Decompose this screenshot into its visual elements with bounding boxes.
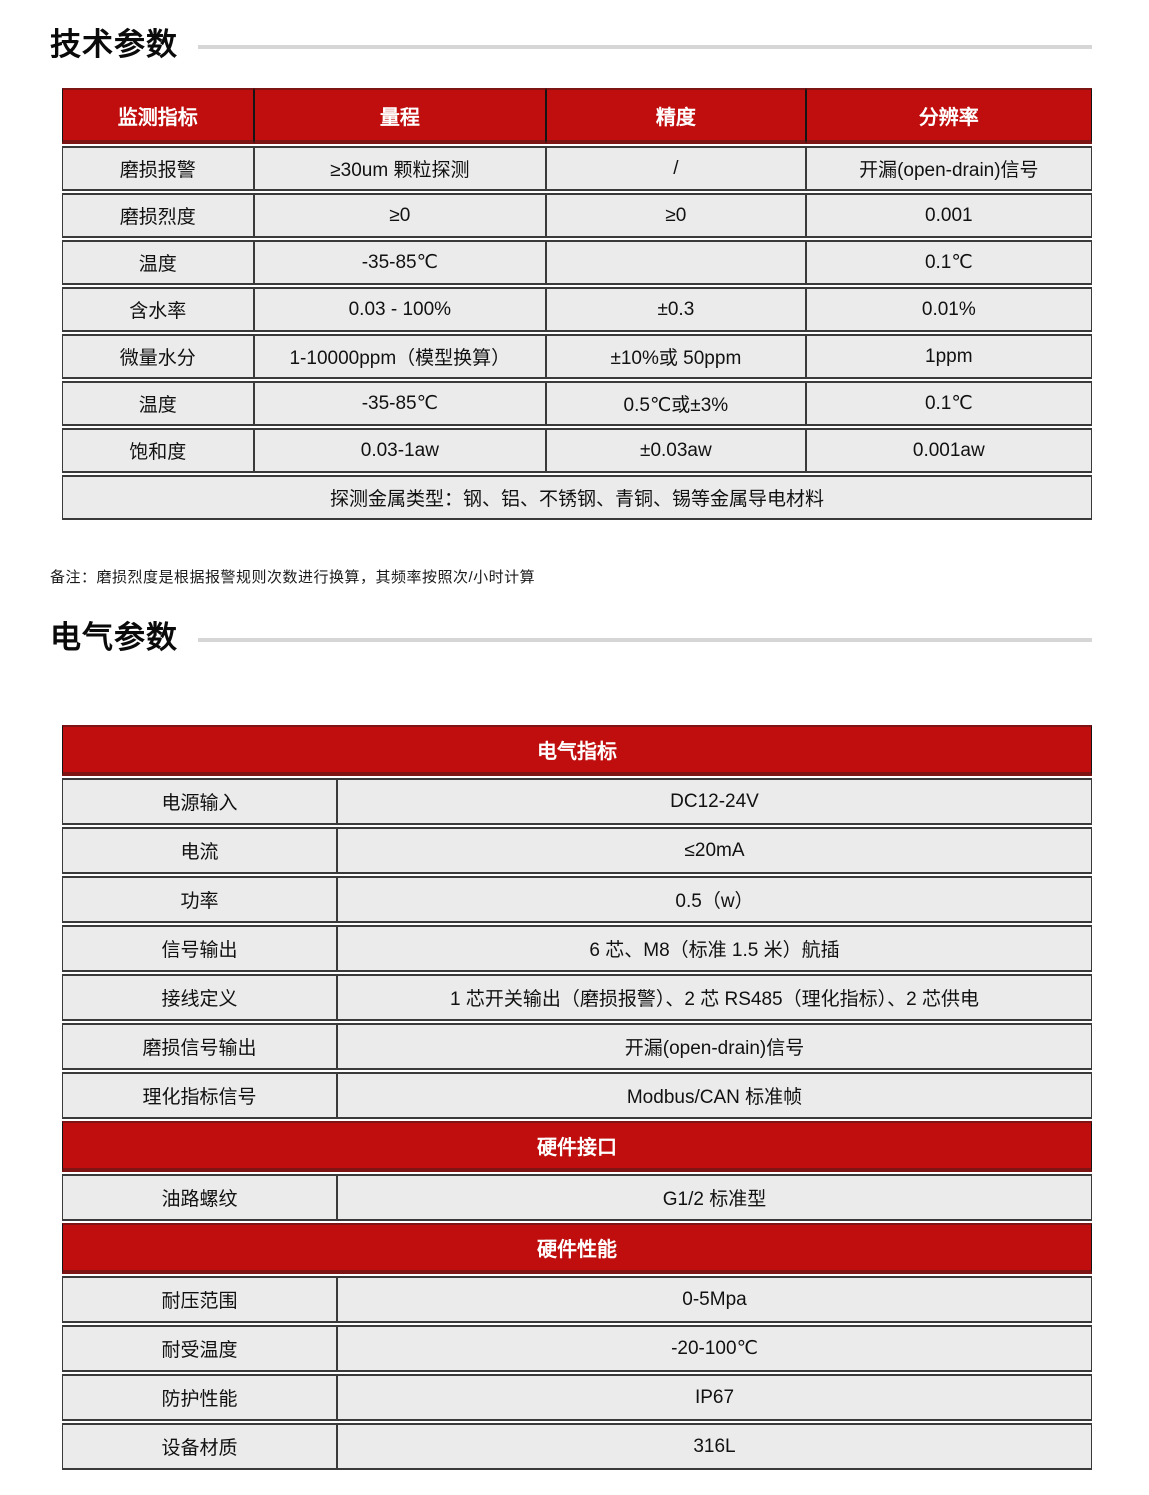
row-value: 0.5（w） [337,876,1092,923]
row-value: 6 芯、M8（标准 1.5 米）航插 [337,925,1092,972]
table-row: 温度 -35-85℃ 0.5℃或±3% 0.1℃ [62,381,1092,426]
row-value: 开漏(open-drain)信号 [337,1023,1092,1070]
hardware-performance-band-row: 硬件性能 [62,1223,1092,1274]
table-row: 功率 0.5（w） [62,876,1092,923]
table-cell: 温度 [62,381,254,426]
row-value: ≤20mA [337,827,1092,874]
table-cell: 0.001 [805,193,1092,238]
table-cell: 开漏(open-drain)信号 [805,146,1092,191]
table-row: 磨损信号输出 开漏(open-drain)信号 [62,1023,1092,1070]
title-rule [198,45,1092,49]
electrical-spec-table: 电气指标 电源输入 DC12-24V 电流 ≤20mA 功率 0.5（w） 信号… [62,723,1092,1472]
table-row: 耐压范围 0-5Mpa [62,1276,1092,1323]
row-label: 耐受温度 [62,1325,337,1372]
table-cell: 饱和度 [62,428,254,473]
table-cell: 温度 [62,240,254,285]
table-row: 微量水分 1-10000ppm（模型换算） ±10%或 50ppm 1ppm [62,334,1092,379]
table-cell: 磨损烈度 [62,193,254,238]
table-cell: / [546,146,806,191]
col-header-precision: 精度 [546,88,806,144]
table-row: 温度 -35-85℃ 0.1℃ [62,240,1092,285]
row-value: DC12-24V [337,778,1092,825]
row-value: 0-5Mpa [337,1276,1092,1323]
col-header-resolution: 分辨率 [805,88,1092,144]
table-cell [546,240,806,285]
row-value: -20-100℃ [337,1325,1092,1372]
table-cell: 微量水分 [62,334,254,379]
table-cell: 0.03-1aw [253,428,547,473]
title-rule [198,638,1092,642]
table-row: 油路螺纹 G1/2 标准型 [62,1174,1092,1221]
electrical-band-row: 电气指标 [62,725,1092,776]
row-value: 1 芯开关输出（磨损报警）、2 芯 RS485（理化指标）、2 芯供电 [337,974,1092,1021]
electrical-section-header: 电气参数 [50,617,1092,659]
table-cell: ±10%或 50ppm [546,334,806,379]
row-label: 设备材质 [62,1423,337,1470]
table-cell: ±0.03aw [546,428,806,473]
row-label: 接线定义 [62,974,337,1021]
table-row: 设备材质 316L [62,1423,1092,1470]
table-cell: 含水率 [62,287,254,332]
table-cell: ≥0 [546,193,806,238]
table-cell: -35-85℃ [253,381,547,426]
electrical-table-container: 电气指标 电源输入 DC12-24V 电流 ≤20mA 功率 0.5（w） 信号… [50,723,1092,1472]
row-label: 理化指标信号 [62,1072,337,1119]
table-row: 防护性能 IP67 [62,1374,1092,1421]
col-header-range: 量程 [253,88,547,144]
table-row: 电流 ≤20mA [62,827,1092,874]
table-cell: 0.1℃ [805,240,1092,285]
table-row: 电源输入 DC12-24V [62,778,1092,825]
table-row: 含水率 0.03 - 100% ±0.3 0.01% [62,287,1092,332]
hardware-interface-band-row: 硬件接口 [62,1121,1092,1172]
table-cell: 0.1℃ [805,381,1092,426]
tech-section-title: 技术参数 [50,27,178,62]
table-cell: 0.01% [805,287,1092,332]
band-hardware-interface: 硬件接口 [62,1121,1092,1172]
table-row: 信号输出 6 芯、M8（标准 1.5 米）航插 [62,925,1092,972]
row-label: 耐压范围 [62,1276,337,1323]
row-label: 电流 [62,827,337,874]
row-value: 316L [337,1423,1092,1470]
row-label: 信号输出 [62,925,337,972]
table-cell: 磨损报警 [62,146,254,191]
col-header-indicator: 监测指标 [62,88,254,144]
table-cell: 0.001aw [805,428,1092,473]
tech-header-row: 监测指标 量程 精度 分辨率 [62,88,1092,144]
row-label: 功率 [62,876,337,923]
tech-section-header: 技术参数 [50,24,1092,66]
tech-table-container: 监测指标 量程 精度 分辨率 磨损报警 ≥30um 颗粒探测 / 开漏(open… [50,86,1092,522]
row-value: IP67 [337,1374,1092,1421]
row-label: 防护性能 [62,1374,337,1421]
table-cell: 1ppm [805,334,1092,379]
row-label: 磨损信号输出 [62,1023,337,1070]
row-value: Modbus/CAN 标准帧 [337,1072,1092,1119]
band-electrical-indicators: 电气指标 [62,725,1092,776]
electrical-section-title: 电气参数 [50,620,178,655]
table-cell: ±0.3 [546,287,806,332]
row-label: 电源输入 [62,778,337,825]
table-cell: 1-10000ppm（模型换算） [253,334,547,379]
table-row: 饱和度 0.03-1aw ±0.03aw 0.001aw [62,428,1092,473]
table-row: 接线定义 1 芯开关输出（磨损报警）、2 芯 RS485（理化指标）、2 芯供电 [62,974,1092,1021]
metal-types-cell: 探测金属类型：钢、铝、不锈钢、青铜、锡等金属导电材料 [62,475,1092,520]
table-row: 理化指标信号 Modbus/CAN 标准帧 [62,1072,1092,1119]
table-row: 耐受温度 -20-100℃ [62,1325,1092,1372]
band-hardware-performance: 硬件性能 [62,1223,1092,1274]
row-value: G1/2 标准型 [337,1174,1092,1221]
table-footer-row: 探测金属类型：钢、铝、不锈钢、青铜、锡等金属导电材料 [62,475,1092,520]
table-cell: 0.5℃或±3% [546,381,806,426]
table-cell: ≥30um 颗粒探测 [253,146,547,191]
tech-note: 备注：磨损烈度是根据报警规则次数进行换算，其频率按照次/小时计算 [50,569,536,586]
table-row: 磨损报警 ≥30um 颗粒探测 / 开漏(open-drain)信号 [62,146,1092,191]
table-cell: -35-85℃ [253,240,547,285]
tech-spec-table: 监测指标 量程 精度 分辨率 磨损报警 ≥30um 颗粒探测 / 开漏(open… [62,86,1092,522]
table-cell: 0.03 - 100% [253,287,547,332]
table-row: 磨损烈度 ≥0 ≥0 0.001 [62,193,1092,238]
row-label: 油路螺纹 [62,1174,337,1221]
table-cell: ≥0 [253,193,547,238]
